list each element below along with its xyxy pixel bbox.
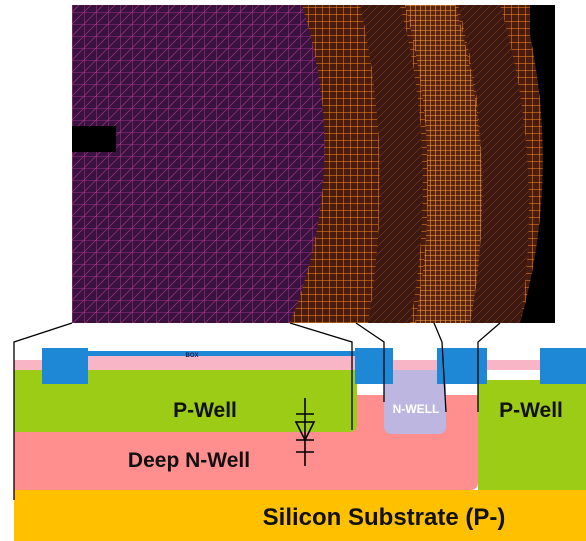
sti-block bbox=[540, 348, 586, 384]
box-oxide-layer bbox=[14, 360, 586, 370]
layout-black-edge bbox=[520, 35, 555, 323]
connector-line bbox=[477, 322, 501, 412]
box-silicon-strip bbox=[84, 351, 359, 358]
connector-line bbox=[13, 322, 73, 500]
connector-line bbox=[433, 322, 447, 413]
cross-section: BOX P-Well N-WELL P-Well Deep N-Well Sil… bbox=[13, 322, 586, 541]
sti-block bbox=[437, 348, 487, 384]
box-label: BOX bbox=[185, 353, 198, 359]
silicon-substrate-region bbox=[14, 490, 586, 541]
substrate-label: Silicon Substrate (P-) bbox=[263, 504, 506, 531]
layout-dense-ring bbox=[405, 5, 482, 323]
p-well-right-region bbox=[478, 380, 586, 490]
p-well-right-label: P-Well bbox=[499, 399, 563, 422]
layout-black-notch bbox=[72, 126, 116, 152]
deep-n-well-label: Deep N-Well bbox=[128, 449, 250, 472]
layout-image bbox=[72, 5, 555, 323]
p-well-left-label: P-Well bbox=[173, 399, 237, 422]
diode-symbol-icon bbox=[294, 398, 316, 466]
sti-block bbox=[355, 348, 393, 384]
box-strip-shadow bbox=[84, 356, 359, 360]
connector-line bbox=[355, 322, 385, 402]
n-well-region bbox=[384, 370, 446, 434]
p-well-left-region bbox=[14, 370, 357, 432]
layout-dark-band bbox=[458, 5, 529, 323]
connector-lines bbox=[13, 322, 501, 500]
sti-block bbox=[42, 348, 88, 384]
connector-line bbox=[289, 322, 353, 430]
n-well-label: N-WELL bbox=[393, 402, 440, 416]
layout-purple-region bbox=[72, 5, 325, 323]
layout-black-corner bbox=[530, 5, 555, 35]
layout-dark-band bbox=[360, 5, 423, 323]
